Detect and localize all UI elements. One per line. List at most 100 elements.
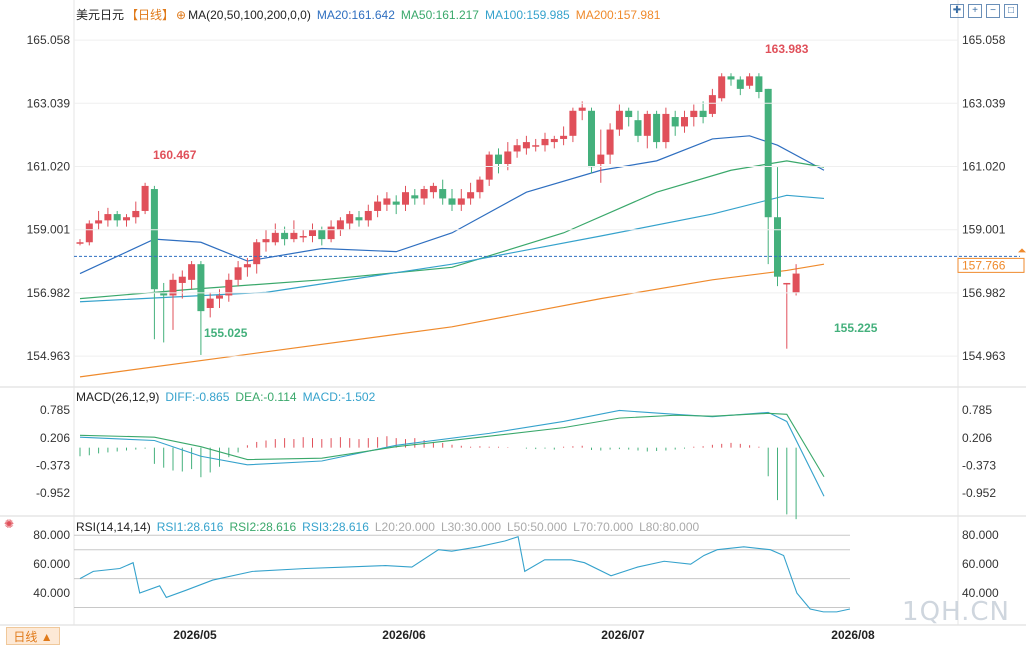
candle-body <box>699 110 707 118</box>
ma100-value: MA100:159.985 <box>484 8 570 22</box>
ma100-line <box>79 194 825 303</box>
candle-body <box>178 276 186 283</box>
candle-body <box>216 295 223 299</box>
rsi3-value: RSI3:28.616 <box>302 520 369 534</box>
rsi-panel <box>74 534 851 613</box>
candle-body <box>113 214 121 221</box>
macd-axis-label-right: 0.206 <box>962 431 992 445</box>
rsi-l30: L30:30.000 <box>440 520 501 534</box>
macd-dea: DEA:-0.114 <box>235 390 297 404</box>
fullscreen-icon[interactable]: □ <box>1004 4 1018 18</box>
candle-body <box>560 135 568 139</box>
macd-dea-line <box>79 412 825 478</box>
candle-body <box>169 279 177 296</box>
rsi-axis-label-left: 60.000 <box>33 557 70 571</box>
candle-body <box>188 264 196 280</box>
candle-body <box>643 113 651 136</box>
candle-body <box>160 292 168 296</box>
candle-body <box>402 192 409 205</box>
price-axis-label-left: 154.963 <box>27 349 71 363</box>
candle-body <box>271 232 279 243</box>
macd-diff-line <box>79 409 825 497</box>
date-axis-label: 2026/06 <box>382 628 426 642</box>
macd-axis-label-right: -0.373 <box>962 458 996 472</box>
candle-body <box>755 76 763 92</box>
candle-body <box>318 229 326 240</box>
macd-diff: DIFF:-0.865 <box>165 390 230 404</box>
grid-layer <box>0 0 1026 626</box>
candle-body <box>550 138 558 143</box>
date-axis-label: 2026/07 <box>601 628 645 642</box>
macd-axis-label-left: -0.952 <box>36 486 70 500</box>
ma200-line <box>79 263 825 378</box>
candle-body <box>346 214 354 224</box>
candle-body <box>392 201 400 205</box>
symbol-label: 美元日元 <box>76 8 125 22</box>
candle-body <box>281 232 289 240</box>
candle-body <box>197 264 205 312</box>
candle-body <box>681 117 688 127</box>
crosshair-icon[interactable]: ✚ <box>950 4 964 18</box>
rsi-axis-label-right: 80.000 <box>962 528 999 542</box>
last-price-arrow-icon <box>1018 248 1026 253</box>
candle-body <box>290 232 298 240</box>
candle-body <box>309 229 316 236</box>
period-switch-button[interactable]: 日线 ▲ <box>6 627 60 645</box>
rsi-l70: L70:70.000 <box>573 520 634 534</box>
rsi-settings-icon[interactable]: ✺ <box>4 517 15 531</box>
rsi-l80: L80:80.000 <box>639 520 700 534</box>
macd-axis-label-left: 0.206 <box>40 431 70 445</box>
candle-body <box>495 154 502 164</box>
candle-body <box>522 142 530 149</box>
candle-body <box>448 198 456 205</box>
rsi-axis-label-right: 40.000 <box>962 586 999 600</box>
candle-body <box>95 220 103 224</box>
last-price-label: 157.766 <box>962 258 1006 272</box>
candle-body <box>85 223 93 243</box>
macd-label: MACD(26,12,9) <box>76 390 160 404</box>
macd-axis-label-right: 0.785 <box>962 403 992 417</box>
macd-value: MACD:-1.502 <box>302 390 376 404</box>
rsi2-value: RSI2:28.616 <box>229 520 297 534</box>
candle-body <box>299 236 307 238</box>
candle-body <box>383 198 391 205</box>
macd-axis-label-left: 0.785 <box>40 403 70 417</box>
rsi-header: RSI(14,14,14) RSI1:28.616 RSI2:28.616 RSI3:… <box>76 520 705 534</box>
rsi-axis-label-right: 60.000 <box>962 557 999 571</box>
zoom-out-icon[interactable]: − <box>986 4 1000 18</box>
ma20-line <box>79 135 825 275</box>
macd-axis-label-right: -0.952 <box>962 486 996 500</box>
candle-body <box>615 110 623 130</box>
candle-body <box>774 217 781 277</box>
price-axis-label-right: 165.058 <box>962 33 1006 47</box>
period-label[interactable]: 【日线】 <box>126 8 175 22</box>
last-price-tag <box>957 257 1025 273</box>
zoom-in-icon[interactable]: + <box>968 4 982 18</box>
date-axis-label: 2026/08 <box>831 628 875 642</box>
price-axis-label-right: 161.020 <box>962 160 1006 174</box>
macd-axis-label-left: -0.373 <box>36 458 70 472</box>
candle-body <box>708 95 716 114</box>
candle-body <box>662 113 670 143</box>
candle-body <box>578 107 586 111</box>
axis-labels: 165.058 165.058 163.039 163.039 161.020 161.0… <box>27 33 1006 642</box>
candle-body <box>457 198 465 205</box>
settings-icon[interactable]: ⊕ <box>176 8 187 22</box>
candlesticks <box>76 73 800 355</box>
ma20-value: MA20:161.642 <box>316 8 395 22</box>
candle-body <box>746 76 754 86</box>
candle-body <box>653 113 661 143</box>
candle-body <box>467 192 475 199</box>
price-axis-label-left: 165.058 <box>27 33 71 47</box>
candle-body <box>429 185 437 193</box>
price-axis-label-right: 156.982 <box>962 286 1006 300</box>
candle-body <box>718 76 726 99</box>
candle-body <box>253 242 261 265</box>
candle-body <box>736 79 744 89</box>
candle-body <box>532 145 540 147</box>
candle-body <box>485 154 493 180</box>
rsi-axis-label-left: 40.000 <box>33 586 70 600</box>
candle-body <box>364 210 372 221</box>
candle-body <box>225 279 233 296</box>
